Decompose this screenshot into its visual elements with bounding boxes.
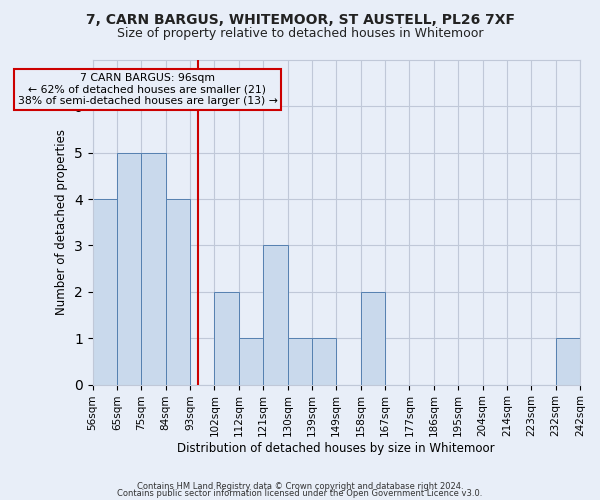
Bar bbox=[312, 338, 337, 384]
Text: 7 CARN BARGUS: 96sqm
← 62% of detached houses are smaller (21)
38% of semi-detac: 7 CARN BARGUS: 96sqm ← 62% of detached h… bbox=[17, 73, 277, 106]
X-axis label: Distribution of detached houses by size in Whitemoor: Distribution of detached houses by size … bbox=[178, 442, 495, 455]
Bar bbox=[263, 246, 287, 384]
Bar bbox=[287, 338, 312, 384]
Bar bbox=[556, 338, 580, 384]
Text: 7, CARN BARGUS, WHITEMOOR, ST AUSTELL, PL26 7XF: 7, CARN BARGUS, WHITEMOOR, ST AUSTELL, P… bbox=[86, 12, 515, 26]
Bar bbox=[92, 199, 117, 384]
Text: Contains HM Land Registry data © Crown copyright and database right 2024.: Contains HM Land Registry data © Crown c… bbox=[137, 482, 463, 491]
Bar bbox=[214, 292, 239, 384]
Y-axis label: Number of detached properties: Number of detached properties bbox=[55, 130, 68, 316]
Bar bbox=[117, 152, 142, 384]
Bar bbox=[166, 199, 190, 384]
Bar bbox=[361, 292, 385, 384]
Bar bbox=[142, 152, 166, 384]
Bar bbox=[239, 338, 263, 384]
Text: Size of property relative to detached houses in Whitemoor: Size of property relative to detached ho… bbox=[117, 28, 483, 40]
Text: Contains public sector information licensed under the Open Government Licence v3: Contains public sector information licen… bbox=[118, 489, 482, 498]
